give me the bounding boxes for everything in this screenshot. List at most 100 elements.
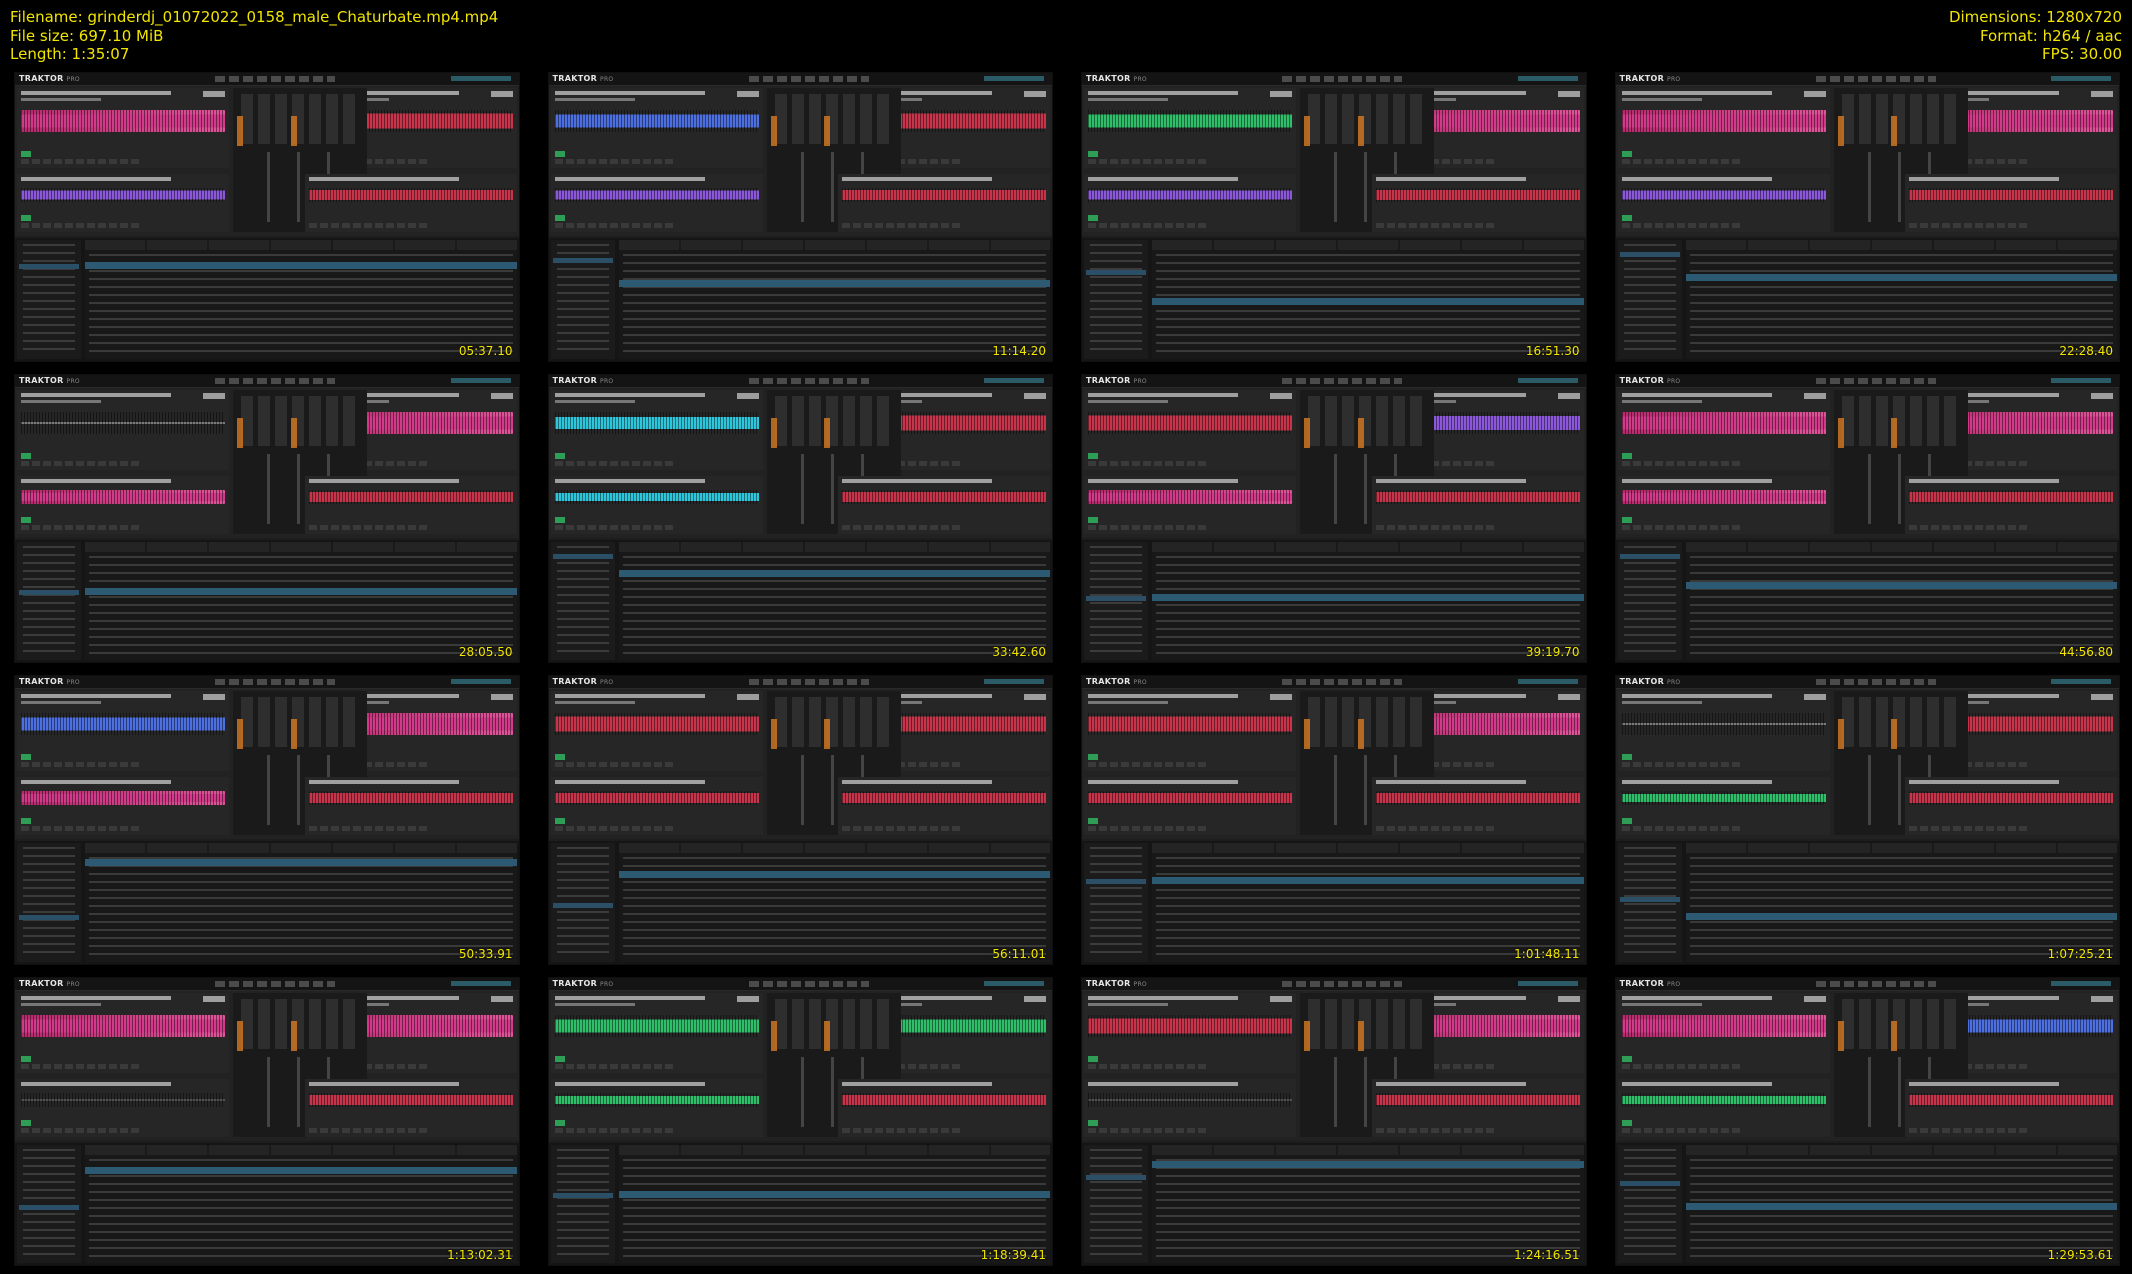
- deck-buttons: [1088, 223, 1208, 228]
- track-artist: [1088, 701, 1168, 704]
- video-thumbnail: TRAKTOR PRO: [547, 675, 1053, 965]
- waveform: [554, 713, 759, 735]
- header-controls: [1282, 377, 1402, 384]
- fx-indicator: [237, 116, 243, 146]
- waveform: [554, 110, 759, 132]
- deck-buttons: [308, 826, 429, 831]
- track-title: [1375, 995, 1526, 1000]
- remix-slots: [1375, 188, 1580, 202]
- deck-c: [1617, 475, 1830, 534]
- play-icon: [554, 452, 565, 459]
- deck-d-remix: [304, 174, 517, 232]
- track-title: [21, 1081, 171, 1086]
- selected-track-row: [618, 280, 1050, 287]
- track-browser: [1082, 841, 1586, 964]
- bpm-readout: [1024, 694, 1046, 700]
- video-thumbnail: TRAKTOR PRO: [14, 976, 520, 1266]
- play-icon: [1088, 151, 1098, 157]
- play-icon: [1621, 754, 1632, 760]
- track-title: [842, 995, 992, 1000]
- remix-set-title: [308, 780, 459, 784]
- selected-folder: [19, 915, 79, 920]
- header-controls: [748, 377, 869, 384]
- selected-folder: [1086, 879, 1146, 884]
- track-title: [1088, 995, 1238, 1000]
- track-browser: [1615, 539, 2119, 662]
- decks-area: [1615, 990, 2119, 1141]
- browser-tree: [17, 541, 81, 660]
- play-icon: [1088, 1055, 1098, 1062]
- deck-a: [1084, 992, 1296, 1073]
- deck-buttons: [1909, 159, 2029, 164]
- play-icon: [21, 516, 31, 523]
- decks-area: [548, 990, 1052, 1141]
- track-browser: [548, 841, 1052, 964]
- waveform: [21, 791, 225, 805]
- favorites-tabs: [1685, 1144, 2117, 1155]
- deck-d-remix: [838, 174, 1050, 232]
- deck-buttons: [554, 1063, 675, 1069]
- header-controls: [215, 76, 335, 82]
- selected-folder: [552, 1192, 613, 1198]
- deck-d-remix: [1371, 174, 1584, 232]
- timestamp: 1:18:39.41: [980, 1248, 1046, 1262]
- play-icon: [1088, 818, 1098, 824]
- deck-buttons: [308, 524, 429, 530]
- deck-a: [17, 88, 229, 168]
- deck-buttons: [1375, 1063, 1496, 1069]
- video-thumbnail: TRAKTOR PRO: [547, 373, 1053, 663]
- track-title: [1621, 478, 1772, 483]
- deck-a: [1617, 691, 1830, 771]
- waveform: [21, 489, 225, 504]
- play-icon: [1621, 818, 1632, 824]
- deck-buttons: [1909, 762, 2029, 767]
- play-icon: [554, 151, 565, 157]
- fx-indicator: [1357, 417, 1364, 448]
- deck-buttons: [554, 524, 675, 530]
- deck-buttons: [1088, 159, 1208, 164]
- deck-buttons: [842, 1063, 962, 1069]
- play-icon: [1621, 516, 1632, 523]
- traktor-header: TRAKTOR PRO: [548, 676, 1052, 689]
- deck-buttons: [21, 524, 141, 530]
- fx-indicator: [1891, 719, 1897, 749]
- deck-c: [1617, 1078, 1830, 1137]
- fx-indicator: [237, 417, 243, 448]
- fx-indicator: [770, 719, 777, 749]
- track-browser: [1615, 238, 2119, 361]
- bpm-readout: [1803, 392, 1826, 399]
- track-rows: [1156, 1158, 1580, 1259]
- track-artist: [21, 1002, 101, 1006]
- track-title: [1621, 780, 1772, 784]
- track-artist: [1621, 701, 1702, 704]
- favorites-tabs: [618, 240, 1050, 250]
- selected-folder: [1619, 553, 1680, 559]
- fx-indicator: [237, 719, 243, 749]
- waveform: [554, 489, 759, 504]
- deck-buttons: [1621, 524, 1742, 530]
- play-icon: [554, 1055, 565, 1062]
- selected-track-row: [618, 871, 1050, 878]
- play-icon: [1088, 516, 1098, 523]
- deck-buttons: [842, 1127, 962, 1133]
- browser-tree: [17, 1144, 81, 1263]
- remix-slots: [1375, 489, 1580, 504]
- browser-tree: [1084, 240, 1148, 359]
- remix-slots: [1909, 1092, 2113, 1107]
- level-meter: [2051, 377, 2111, 383]
- track-list: [618, 240, 1050, 359]
- level-meter: [450, 980, 511, 986]
- fx-indicator: [824, 719, 830, 749]
- bpm-readout: [1024, 995, 1046, 1002]
- track-browser: [548, 539, 1052, 662]
- fx-indicator: [824, 417, 830, 448]
- decks-area: [1615, 387, 2119, 538]
- favorites-tabs: [1685, 541, 2117, 552]
- deck-buttons: [1621, 460, 1742, 466]
- deck-a: [550, 992, 763, 1073]
- track-title: [308, 91, 459, 95]
- track-artist: [1621, 98, 1702, 101]
- play-icon: [1621, 1119, 1632, 1126]
- selected-folder: [1086, 595, 1146, 601]
- deck-buttons: [1621, 159, 1742, 164]
